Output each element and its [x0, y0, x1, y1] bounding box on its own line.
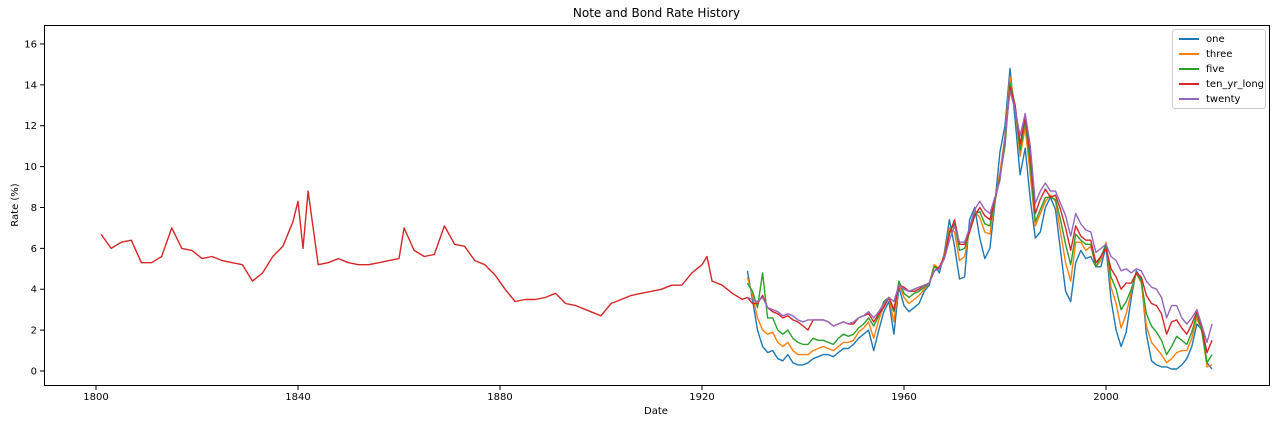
- legend-item-three: three: [1179, 47, 1232, 61]
- y-tick-label: 10: [24, 162, 37, 173]
- legend-swatch-icon: [1179, 38, 1199, 40]
- y-axis-label: Rate (%): [10, 183, 21, 227]
- x-tick-label: 1920: [689, 392, 714, 403]
- legend-item-ten-yr-long: ten_yr_long: [1179, 77, 1264, 91]
- x-tick-label: 1800: [83, 392, 108, 403]
- y-tick-label: 2: [31, 326, 37, 337]
- x-tick-label: 2000: [1093, 392, 1118, 403]
- x-tick-label: 1840: [285, 392, 310, 403]
- y-tick-label: 6: [31, 244, 37, 255]
- legend-swatch-icon: [1179, 83, 1199, 85]
- legend: one three five ten_yr_long twenty: [1172, 29, 1266, 109]
- x-tick-label: 1880: [487, 392, 512, 403]
- y-tick-label: 8: [31, 203, 37, 214]
- legend-label: twenty: [1206, 93, 1241, 105]
- series-line-ten-yr-long: [100, 86, 1213, 354]
- series-lines: [100, 67, 1213, 370]
- x-axis-ticks: 1800 1840 1880 1920 1960 2000: [83, 386, 1119, 403]
- legend-label: ten_yr_long: [1206, 78, 1265, 90]
- legend-item-twenty: twenty: [1179, 92, 1240, 106]
- x-axis-label: Date: [644, 406, 668, 417]
- legend-label: three: [1206, 48, 1233, 60]
- legend-label: five: [1206, 63, 1225, 75]
- chart-title: Note and Bond Rate History: [572, 6, 741, 20]
- legend-swatch-icon: [1179, 53, 1199, 55]
- plot-area-frame: [44, 25, 1270, 386]
- legend-swatch-icon: [1179, 68, 1199, 70]
- series-line-five: [746, 82, 1213, 364]
- legend-swatch-icon: [1179, 98, 1199, 100]
- legend-item-one: one: [1179, 32, 1225, 46]
- legend-label: one: [1206, 33, 1225, 45]
- y-axis-ticks: 0 2 4 6 8 10 12 14 16: [24, 39, 44, 378]
- y-tick-label: 12: [24, 121, 37, 132]
- series-line-three: [746, 75, 1213, 368]
- legend-item-five: five: [1179, 62, 1224, 76]
- x-tick-label: 1960: [891, 392, 916, 403]
- y-tick-label: 16: [24, 39, 37, 50]
- y-tick-label: 4: [31, 285, 37, 296]
- y-tick-label: 14: [24, 80, 37, 91]
- y-tick-label: 0: [31, 367, 37, 378]
- series-line-twenty: [747, 90, 1213, 344]
